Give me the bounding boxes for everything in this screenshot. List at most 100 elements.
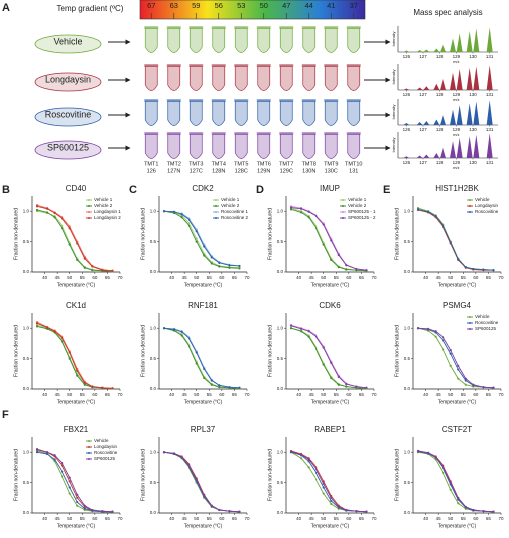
data-point <box>330 496 333 499</box>
series-line <box>163 327 240 389</box>
x-tick-label: 130 <box>469 54 477 59</box>
data-point <box>434 330 437 333</box>
tube-cap <box>234 64 249 67</box>
x-tick-label: 70 <box>244 516 250 521</box>
tube <box>279 100 293 126</box>
legend-marker <box>88 199 90 201</box>
series-line <box>418 327 494 389</box>
data-point <box>482 510 485 513</box>
tube <box>212 27 226 53</box>
x-tick-label: 45 <box>55 275 61 280</box>
data-point <box>180 216 183 219</box>
peak <box>440 44 446 52</box>
series-line <box>290 327 367 389</box>
x-tick-label: 60 <box>346 392 352 397</box>
tube <box>167 133 181 159</box>
y-tick-label: 0.0 <box>404 510 411 515</box>
x-tick-label: 40 <box>423 392 429 397</box>
data-point <box>68 486 71 489</box>
x-axis-label: Temperature (°C) <box>438 399 477 405</box>
x-tick-label: 128 <box>436 127 444 132</box>
legend-label: Longdaysin <box>94 444 118 449</box>
y-axis-label: Fraction non-denatured <box>13 449 19 501</box>
data-point <box>162 210 166 213</box>
data-point <box>162 327 166 330</box>
legend-label: Vehicle <box>475 314 490 319</box>
data-point <box>210 504 213 507</box>
series-line <box>290 208 367 272</box>
data-point <box>61 475 64 478</box>
x-tick-label: 50 <box>67 392 73 397</box>
legend-marker <box>342 217 344 219</box>
tube-cap <box>144 132 159 135</box>
x-tick-label: 55 <box>334 516 340 521</box>
tmt-tag: TMT1 <box>144 161 158 167</box>
panel-label: C <box>129 184 137 196</box>
temperature-label: 41 <box>327 1 335 10</box>
series-line <box>36 449 113 513</box>
data-point <box>337 383 340 386</box>
legend-label: SP600125 - 1 <box>348 209 376 214</box>
series-line <box>36 210 113 272</box>
data-point <box>492 386 495 389</box>
data-point <box>111 387 114 390</box>
series-line <box>163 327 240 389</box>
x-tick-label: 65 <box>359 516 365 521</box>
peak <box>486 133 493 158</box>
data-point <box>203 376 206 380</box>
y-tick-label: 1.0 <box>404 208 411 213</box>
series-line <box>163 210 240 269</box>
series-line <box>290 207 367 271</box>
data-point <box>91 508 94 512</box>
tube <box>347 133 361 159</box>
x-tick-label: 127 <box>419 127 427 132</box>
x-tick-label: 70 <box>371 392 377 397</box>
x-tick-label: 60 <box>346 516 352 521</box>
tmt-tag: TMT2 <box>167 161 181 167</box>
series-line <box>164 327 240 389</box>
tube <box>189 100 203 126</box>
data-point <box>195 351 198 354</box>
data-point <box>315 471 318 474</box>
data-point <box>188 218 191 221</box>
data-point <box>457 258 460 261</box>
tube-cap <box>279 64 294 67</box>
y-axis-label: Fraction non-denatured <box>140 449 146 501</box>
series-line <box>290 451 367 513</box>
peak <box>466 67 473 90</box>
x-tick-label: 65 <box>232 275 238 280</box>
x-tick-label: 60 <box>92 392 98 397</box>
chart-title: FBX21 <box>64 425 89 434</box>
data-point <box>45 452 49 456</box>
data-point <box>53 330 56 333</box>
data-point <box>442 336 445 339</box>
y-axis-label: Fraction non-denatured <box>267 325 273 377</box>
tube <box>212 133 226 159</box>
tube <box>347 27 361 53</box>
series-line <box>417 327 494 389</box>
legend-marker <box>88 440 90 442</box>
data-point <box>322 482 325 485</box>
x-tick-label: 50 <box>321 516 327 521</box>
legend-label: Roscovitine 1 <box>221 209 249 214</box>
x-tick-label: 55 <box>80 275 86 280</box>
data-point <box>188 337 191 340</box>
data-point <box>315 347 318 350</box>
tube-cap <box>144 64 159 67</box>
tmt-tag: TMT3 <box>189 161 203 167</box>
legend-marker <box>469 211 471 213</box>
peak <box>423 49 430 52</box>
data-point <box>472 267 475 271</box>
x-axis-label: Temperature (°C) <box>184 399 223 405</box>
x-tick-label: 40 <box>296 275 302 280</box>
tmt-mass: 130C <box>325 168 338 174</box>
data-point <box>449 348 452 352</box>
peak <box>486 65 493 90</box>
legend-marker <box>88 205 90 207</box>
peak <box>486 100 493 125</box>
x-tick-label: 50 <box>448 275 454 280</box>
tube <box>234 65 248 91</box>
y-axis-label: Fraction non-denatured <box>267 449 273 501</box>
x-tick-label: 55 <box>461 516 467 521</box>
